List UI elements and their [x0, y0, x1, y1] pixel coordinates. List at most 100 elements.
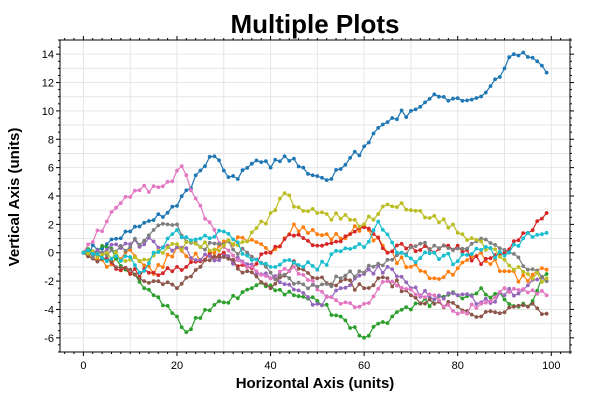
data-point [161, 265, 165, 269]
data-point [371, 228, 376, 233]
data-point [207, 254, 212, 258]
data-point [357, 229, 362, 233]
data-point [479, 250, 483, 255]
data-point [264, 271, 268, 276]
data-point [292, 265, 296, 269]
data-point [165, 303, 170, 308]
data-point [432, 297, 437, 302]
data-point [301, 295, 306, 299]
data-point [418, 209, 423, 213]
data-point [483, 310, 488, 314]
data-point [301, 236, 306, 241]
data-point [203, 216, 207, 221]
data-point [497, 269, 502, 273]
data-point [348, 278, 352, 283]
data-point [170, 269, 175, 274]
data-point [446, 98, 451, 103]
data-point [404, 265, 409, 270]
data-point [409, 208, 413, 213]
data-point [469, 236, 474, 241]
data-point [488, 309, 493, 314]
data-point [343, 285, 348, 290]
data-point [474, 96, 479, 100]
data-point [310, 243, 315, 248]
data-point [287, 289, 292, 294]
data-point [348, 217, 352, 222]
data-point [469, 302, 474, 307]
data-point [399, 255, 404, 260]
data-point [296, 164, 301, 169]
data-point [165, 236, 170, 241]
data-point [376, 286, 381, 291]
data-point [348, 156, 352, 160]
data-point [493, 299, 497, 304]
data-point [95, 259, 100, 264]
data-point [221, 300, 226, 305]
data-point [226, 248, 231, 253]
data-point [352, 245, 357, 250]
data-point [301, 291, 306, 295]
data-point [240, 235, 245, 240]
data-point [366, 239, 371, 244]
data-point [142, 263, 147, 268]
data-point [207, 248, 212, 253]
data-point [432, 214, 437, 218]
data-point [95, 252, 100, 256]
data-point [479, 236, 483, 241]
data-point [512, 242, 516, 247]
data-point [526, 272, 530, 276]
data-point [413, 285, 418, 290]
data-point [399, 307, 404, 312]
data-point [240, 168, 245, 173]
data-point [502, 297, 507, 302]
data-point [432, 243, 437, 248]
data-point [179, 235, 184, 240]
data-point [278, 159, 282, 164]
data-point [530, 301, 535, 306]
data-point [441, 243, 446, 248]
data-point [483, 292, 488, 297]
data-point [151, 184, 156, 189]
data-point [371, 217, 376, 222]
data-point [175, 204, 179, 208]
data-point [189, 327, 193, 332]
data-point [147, 270, 151, 275]
data-point [348, 232, 352, 237]
data-point [273, 157, 278, 162]
data-point [151, 250, 156, 255]
data-point [437, 246, 441, 251]
data-point [329, 177, 334, 181]
data-point [292, 260, 296, 265]
data-point [521, 264, 526, 268]
data-point [193, 237, 198, 242]
data-point [441, 304, 446, 309]
data-point [474, 315, 479, 319]
data-point [123, 229, 128, 234]
data-point [348, 247, 352, 251]
series-line [82, 165, 548, 315]
data-point [118, 259, 123, 263]
data-point [104, 259, 109, 264]
data-point [432, 92, 437, 97]
data-point [348, 301, 352, 305]
data-point [516, 53, 521, 58]
x-tick-label: 40 [264, 360, 276, 372]
data-point [455, 96, 460, 100]
data-point [306, 278, 310, 282]
data-point [516, 238, 521, 243]
data-point [530, 299, 535, 303]
data-point [469, 252, 474, 256]
data-point [161, 184, 165, 189]
data-point [226, 238, 231, 242]
data-point [245, 166, 250, 170]
data-point [521, 50, 526, 55]
data-point [310, 173, 315, 178]
data-point [320, 275, 324, 280]
data-point [544, 276, 549, 281]
axis-ticks: 0 20 40 60 80 100 -6 -4 -2 0 2 4 6 8 10 12 14 [42, 36, 574, 372]
data-point [418, 256, 423, 260]
data-point [165, 280, 170, 285]
data-point [301, 267, 306, 272]
data-point [109, 237, 114, 242]
data-point [184, 275, 189, 280]
